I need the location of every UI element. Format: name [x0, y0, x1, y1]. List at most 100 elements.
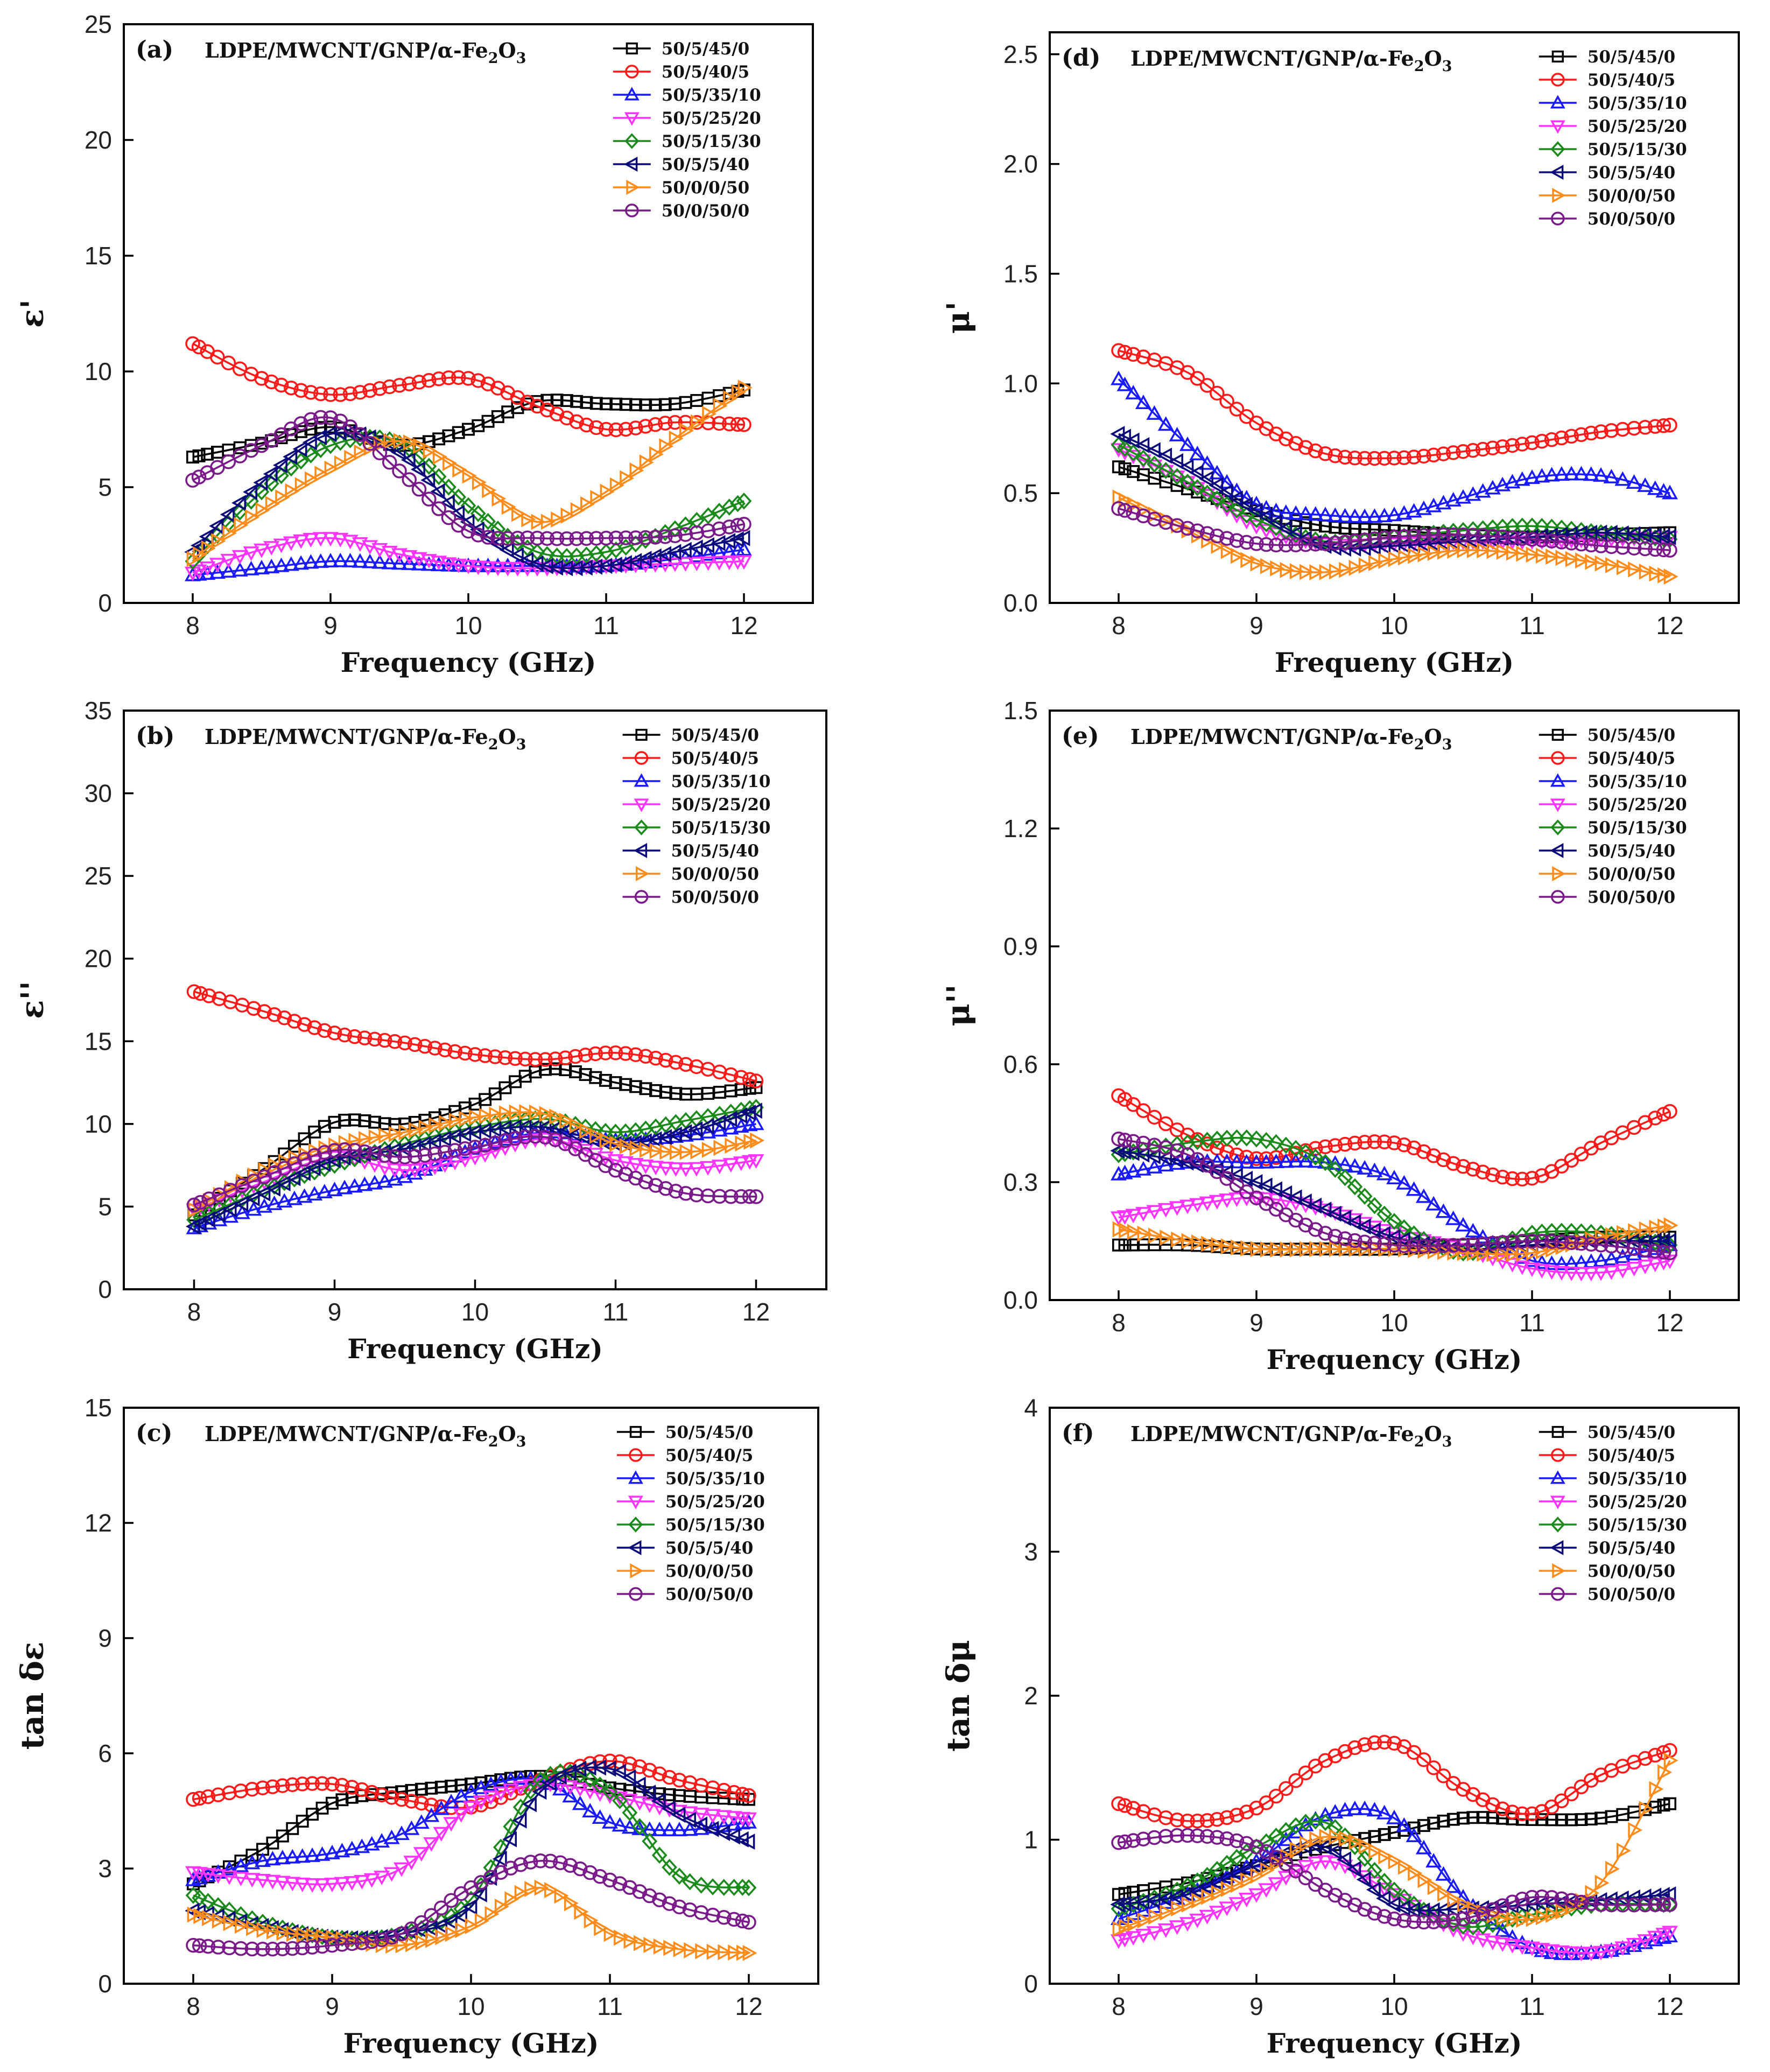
data-point [1476, 1811, 1490, 1824]
data-point [1649, 1219, 1664, 1236]
data-point [559, 410, 574, 426]
data-point [1238, 1893, 1255, 1908]
data-point [480, 530, 496, 545]
data-point [266, 1007, 282, 1022]
legend-item: 50/5/5/40 [622, 841, 759, 861]
data-point [1309, 1241, 1324, 1258]
data-point [611, 1764, 626, 1780]
data-point [326, 1182, 343, 1197]
data-point [383, 1829, 400, 1844]
data-point [445, 1779, 458, 1793]
data-point [668, 415, 683, 430]
data-point [1318, 1139, 1333, 1155]
data-point [736, 541, 752, 556]
data-point [594, 1920, 609, 1936]
x-tick-label: 10 [457, 1992, 484, 2020]
data-point [1378, 1828, 1391, 1841]
data-point [317, 1145, 332, 1160]
data-point [325, 1776, 340, 1792]
data-point [312, 429, 327, 446]
data-point [347, 1143, 362, 1158]
data-point [1614, 1263, 1631, 1279]
legend-marker [1550, 819, 1565, 835]
data-point [416, 1136, 431, 1153]
data-point [1386, 1881, 1402, 1899]
data-point [243, 560, 259, 575]
data-point [1553, 1945, 1570, 1960]
data-point [1637, 1934, 1654, 1949]
data-point [1455, 1217, 1471, 1232]
data-point [1368, 1240, 1383, 1257]
data-point [638, 1174, 654, 1190]
data-point [1277, 1153, 1294, 1168]
data-point [652, 1892, 667, 1907]
data-point [413, 1847, 430, 1862]
data-point [463, 1783, 479, 1798]
data-point [362, 553, 378, 568]
data-point [489, 557, 506, 572]
data-point [1378, 523, 1391, 537]
legend-item: 50/5/25/20 [616, 1492, 765, 1512]
data-point [1455, 1927, 1471, 1942]
data-point [689, 547, 705, 563]
data-point [473, 1779, 489, 1794]
data-point [201, 540, 216, 557]
data-point [465, 1918, 480, 1934]
data-point [424, 1908, 439, 1923]
data-point [711, 535, 726, 551]
data-point [730, 518, 746, 533]
data-point [324, 1844, 340, 1859]
data-point [1565, 551, 1580, 567]
data-point [1583, 1237, 1599, 1252]
legend-label: 50/5/35/10 [671, 772, 771, 791]
data-point [559, 531, 574, 546]
data-point [222, 1201, 237, 1218]
data-point [1209, 1162, 1224, 1178]
data-point [1268, 502, 1284, 517]
data-point [1258, 1132, 1274, 1149]
data-point [1179, 436, 1196, 451]
data-point [1219, 496, 1235, 514]
data-point [1626, 540, 1642, 556]
legend-label: 50/5/25/20 [662, 109, 761, 128]
data-point [368, 1115, 382, 1129]
y-tick-label: 3 [98, 1855, 112, 1883]
data-point [1348, 559, 1364, 576]
legend-item: 50/5/45/0 [1539, 726, 1675, 745]
data-point [679, 423, 694, 439]
data-point [1585, 553, 1600, 570]
data-point [741, 1814, 757, 1829]
data-point [578, 1048, 593, 1063]
y-tick-label: 30 [85, 779, 112, 807]
data-point [376, 1173, 393, 1188]
data-point [1583, 537, 1599, 553]
data-point [607, 1154, 624, 1169]
data-point [336, 1179, 353, 1195]
data-point [1366, 1881, 1381, 1898]
data-point [1357, 1800, 1373, 1815]
panel-title: LDPE/MWCNT/GNP/α-Fe2O3 [205, 1422, 526, 1450]
data-point [1337, 535, 1353, 550]
data-point [1648, 1111, 1663, 1126]
data-point [371, 543, 388, 558]
data-point [222, 1940, 237, 1956]
data-point [234, 1196, 249, 1212]
data-point [1615, 540, 1631, 555]
data-point [1457, 542, 1472, 559]
data-point [1563, 1255, 1580, 1270]
data-point [629, 1080, 642, 1093]
data-point [1135, 1929, 1151, 1943]
data-point [1575, 552, 1590, 569]
data-point [519, 552, 534, 568]
data-point [677, 1124, 692, 1141]
data-point [736, 555, 752, 570]
data-point [1160, 1904, 1175, 1921]
data-point [1258, 524, 1275, 539]
data-point [560, 507, 575, 524]
data-point [1406, 1181, 1422, 1196]
data-point [1546, 1241, 1561, 1258]
data-point [722, 1158, 739, 1173]
series-50-5-40-5 [185, 336, 751, 438]
panel-title: LDPE/MWCNT/GNP/α-Fe2O3 [1130, 725, 1452, 753]
data-point [733, 1118, 749, 1133]
